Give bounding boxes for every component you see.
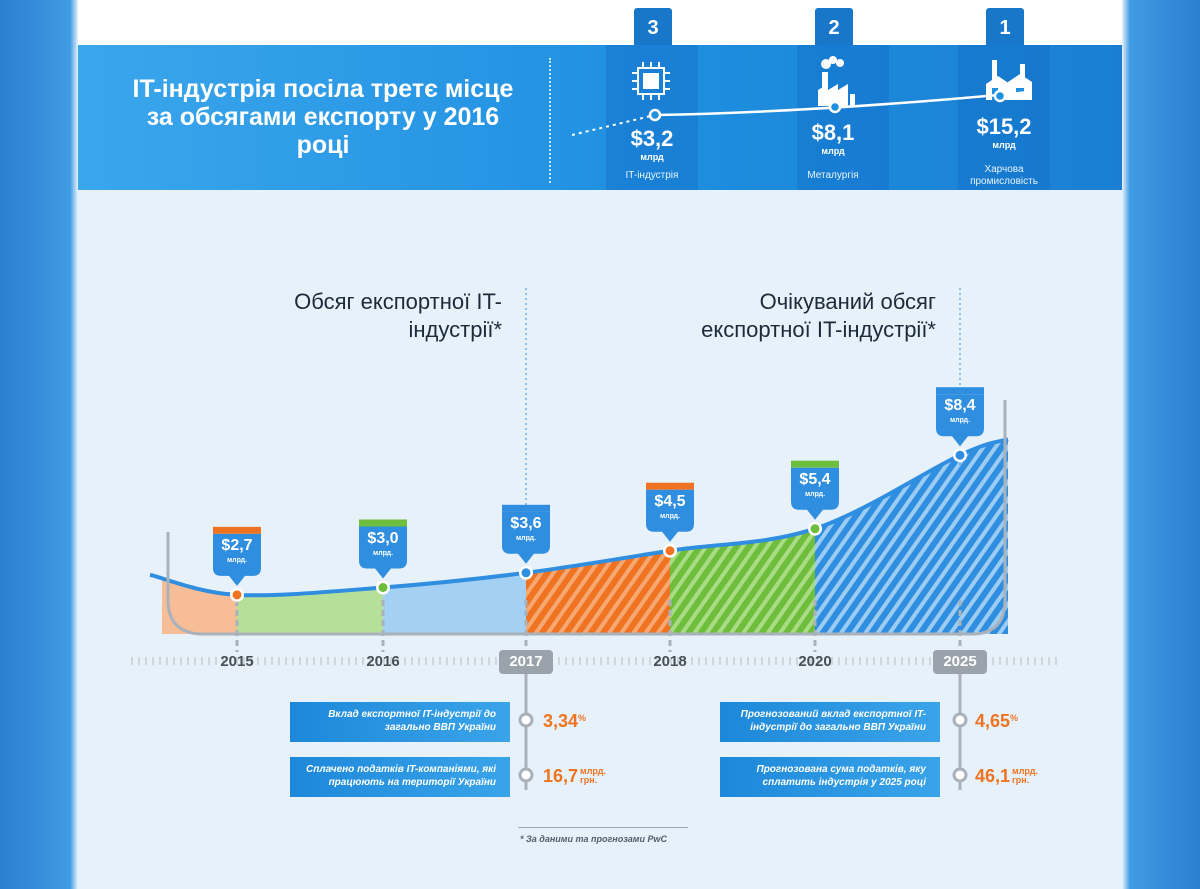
chip-icon [632, 62, 670, 100]
banner-trend-line [571, 89, 1031, 136]
marker-unit-2025: млрд. [949, 417, 971, 425]
marker-dot-inner [810, 524, 820, 534]
chart-title-right: Очікуваний обсяг експортної IT-індустрії… [701, 289, 936, 342]
year-label-2015: 2015 [220, 653, 254, 670]
area-segment-2016 [237, 587, 383, 634]
banner [78, 45, 1122, 190]
area-segment-2015 [162, 578, 237, 634]
year-label-2025: 2025 [943, 653, 977, 670]
info-box-taxes-forecast: Прогнозована сума податків, яку сплатить… [720, 757, 940, 797]
data-marker-2025 [936, 387, 984, 463]
info-connector-dot [518, 712, 534, 728]
area-segment-2020 [670, 528, 815, 634]
rank-unit-it: млрд [640, 152, 664, 162]
year-label-2016: 2016 [366, 653, 400, 670]
marker-value-2015: $2,7 [221, 536, 253, 554]
info-connector-dot [518, 767, 534, 783]
rank-label-food: Харчова промисловість [970, 164, 1038, 187]
marker-dot-inner [665, 546, 675, 556]
info-box-taxes-paid: Сплачено податків IT-компаніями, які пра… [290, 757, 510, 797]
rank-column-metal [797, 45, 889, 190]
marker-body [791, 467, 839, 520]
trend-line [149, 437, 1009, 598]
info-box-gdp-share: Вклад експортної IT-індустрії до загальн… [290, 702, 510, 742]
footnote-divider [518, 827, 688, 828]
area-segment-2017 [383, 572, 526, 634]
rank-badge-1: 1 [986, 8, 1024, 45]
marker-body [936, 394, 984, 447]
area-segment-2025 [815, 439, 1008, 634]
year-highlight-box-2017 [499, 650, 553, 674]
area-segment-2018 [526, 550, 670, 634]
rank-value-metal: $8,1 [811, 120, 855, 145]
info-value-gdp-share: 3,34% [543, 711, 587, 731]
rank-label-metal: Металургія [807, 170, 859, 181]
info-connector-dot [952, 767, 968, 783]
marker-value-2018: $4,5 [654, 492, 686, 510]
marker-unit-2015: млрд. [226, 556, 248, 564]
info-box-gdp-share-forecast: Прогнозований вклад експортної IT-індуст… [720, 702, 940, 742]
data-marker-2020 [791, 460, 839, 536]
info-value-taxes-paid: 16,7 млрд. грн. [543, 766, 606, 786]
marker-value-2017: $3,6 [510, 514, 542, 532]
rank-badge-2: 2 [815, 8, 853, 45]
info-value-gdp-share-forecast: 4,65% [975, 711, 1019, 731]
chart-frame [166, 400, 1007, 636]
marker-unit-2020: млрд. [804, 490, 826, 498]
rank-unit-food: млрд [992, 140, 1016, 150]
banner-divider [549, 58, 551, 183]
year-label-2020: 2020 [798, 653, 832, 670]
marker-cap [646, 482, 694, 490]
marker-body [646, 489, 694, 542]
factory-icon [818, 56, 855, 106]
banner-title: IT-індустрія посіла третє місце за обсяг… [132, 75, 514, 159]
data-marker-2017 [502, 504, 550, 580]
marker-cap [359, 519, 407, 527]
year-highlight-box-2025 [933, 650, 987, 674]
marker-cap [936, 387, 984, 395]
year-label-2018: 2018 [653, 653, 687, 670]
marker-cap [502, 504, 550, 512]
marker-unit-2018: млрд. [659, 512, 681, 520]
data-marker-2018 [646, 482, 694, 558]
footnote: * За даними та прогнозами PwC [520, 834, 667, 844]
marker-unit-2016: млрд. [372, 549, 394, 557]
rank-badge-3: 3 [634, 8, 672, 45]
info-connector-dot [952, 712, 968, 728]
data-marker-2016 [359, 519, 407, 595]
marker-value-2025: $8,4 [944, 397, 976, 415]
marker-unit-2017: млрд. [515, 534, 537, 542]
year-label-2017: 2017 [509, 653, 543, 670]
marker-value-2020: $5,4 [799, 470, 831, 488]
marker-dot-inner [232, 590, 242, 600]
rank-value-it: $3,2 [630, 126, 674, 151]
marker-body [359, 526, 407, 579]
rank-column-food [958, 45, 1050, 190]
chart-title-left: Обсяг експортної IT-індустрії* [294, 289, 502, 342]
rank-label-it: IT-індустрія [625, 170, 679, 181]
top-white-strip [78, 0, 1122, 45]
marker-cap [791, 460, 839, 468]
marker-dot-inner [955, 450, 965, 460]
marker-cap [213, 526, 261, 534]
info-value-taxes-forecast: 46,1 млрд. грн. [975, 766, 1038, 786]
marker-dot-inner [521, 568, 531, 578]
marker-body [502, 511, 550, 564]
rank-unit-metal: млрд [821, 146, 845, 156]
marker-value-2016: $3,0 [367, 529, 399, 547]
marker-dot-inner [378, 583, 388, 592]
rank-value-food: $15,2 [976, 114, 1032, 139]
marker-body [213, 533, 261, 586]
data-marker-2015 [213, 526, 261, 602]
